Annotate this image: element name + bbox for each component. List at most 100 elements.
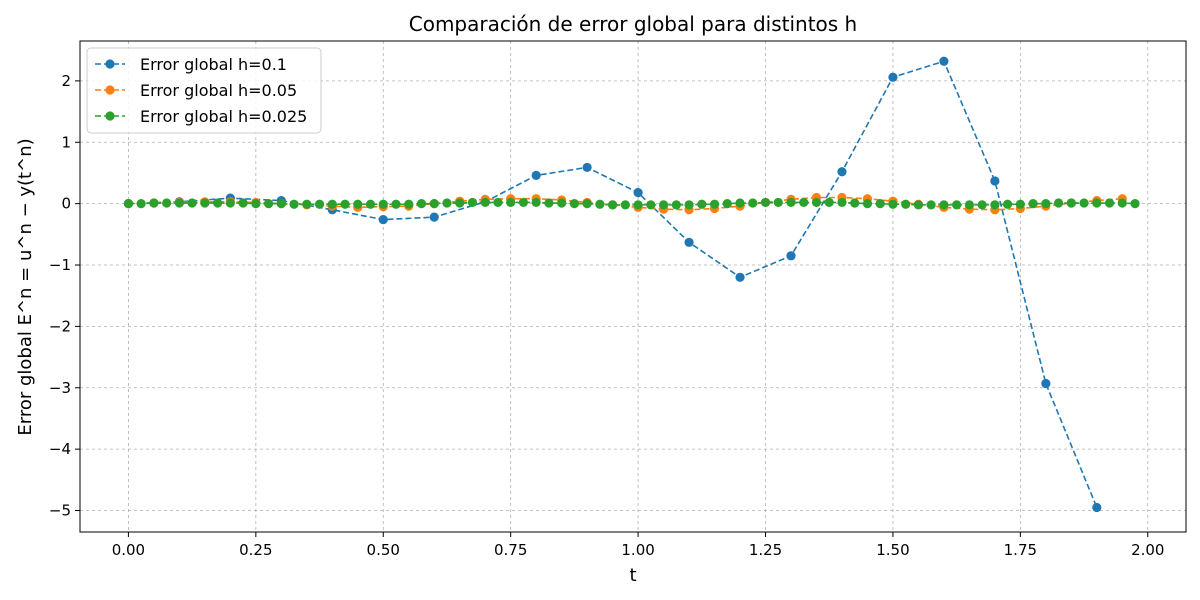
- x-tick-label: 1.50: [876, 541, 909, 559]
- data-point: [888, 199, 898, 209]
- series-layer: [123, 56, 1140, 513]
- legend-label: Error global h=0.025: [140, 107, 307, 126]
- data-point: [1130, 199, 1140, 209]
- data-point: [289, 199, 299, 209]
- data-point: [1028, 199, 1038, 209]
- x-tick-label: 1.25: [749, 541, 782, 559]
- data-point: [811, 197, 822, 208]
- data-point: [824, 197, 834, 208]
- data-point: [365, 199, 376, 209]
- data-point: [709, 199, 720, 209]
- data-point: [646, 200, 656, 210]
- data-point: [748, 198, 758, 208]
- data-point: [378, 215, 388, 225]
- data-point: [391, 199, 401, 209]
- data-point: [722, 199, 732, 209]
- data-point: [569, 199, 579, 209]
- data-point: [353, 199, 363, 209]
- data-point: [518, 197, 529, 208]
- y-tick-label: 2: [61, 72, 71, 90]
- data-point: [1003, 199, 1013, 209]
- data-point: [1104, 198, 1115, 208]
- legend: Error global h=0.1 Error global h=0.05 Err…: [86, 47, 322, 134]
- series-line: [128, 60, 1098, 508]
- x-tick-label: 1.75: [1004, 541, 1037, 559]
- y-tick-label: 0: [61, 195, 71, 213]
- legend-item: Error global h=0.1: [95, 55, 287, 74]
- data-point: [913, 200, 924, 210]
- data-point: [531, 197, 541, 208]
- data-point: [276, 199, 286, 209]
- data-point: [595, 199, 605, 209]
- legend-marker: [105, 59, 115, 69]
- data-point: [633, 200, 643, 210]
- data-point: [786, 251, 796, 261]
- data-point: [786, 197, 796, 208]
- data-point: [314, 199, 325, 209]
- legend-box: [86, 47, 322, 134]
- data-point: [136, 199, 146, 209]
- data-point: [990, 200, 1000, 210]
- data-point: [837, 197, 847, 208]
- data-point: [544, 198, 554, 208]
- legend-marker: [105, 111, 115, 121]
- data-point: [557, 198, 567, 208]
- x-axis-label: t: [629, 565, 636, 586]
- data-point: [964, 200, 974, 210]
- data-point: [901, 199, 911, 209]
- y-tick-label: −5: [49, 502, 71, 520]
- data-point: [697, 199, 707, 209]
- x-tick-label: 0.25: [239, 541, 272, 559]
- data-point: [1092, 502, 1102, 513]
- data-point: [404, 199, 414, 209]
- y-tick-label: −2: [49, 317, 71, 335]
- data-point: [1053, 198, 1064, 208]
- data-point: [1117, 198, 1127, 208]
- data-point: [1079, 198, 1089, 208]
- y-tick-label: 1: [61, 133, 71, 151]
- data-point: [799, 197, 809, 208]
- data-point: [990, 176, 1000, 186]
- data-point: [684, 200, 694, 210]
- data-point: [1041, 199, 1051, 209]
- data-point: [340, 199, 350, 209]
- data-point: [123, 199, 134, 209]
- y-axis-label: Error global E^n = u^n − y(t^n): [15, 138, 36, 435]
- y-axis-ticks: 2 1 0 −1 −2 −3 −4 −5: [49, 72, 80, 520]
- y-tick-label: −4: [49, 440, 71, 458]
- legend-item: Error global h=0.05: [95, 81, 297, 100]
- plot-area-frame: [79, 40, 1187, 533]
- data-point: [378, 199, 388, 209]
- data-point: [506, 197, 516, 208]
- data-point: [684, 237, 694, 247]
- data-point: [251, 199, 261, 209]
- data-point: [939, 56, 949, 66]
- data-point: [658, 200, 669, 210]
- x-tick-label: 0.75: [494, 541, 527, 559]
- data-point: [493, 197, 503, 208]
- data-point: [455, 198, 465, 208]
- data-point: [162, 198, 172, 208]
- data-point: [760, 197, 771, 208]
- data-point: [531, 170, 541, 181]
- data-point: [582, 162, 592, 173]
- data-point: [875, 199, 885, 209]
- x-tick-label: 0.00: [112, 541, 145, 559]
- data-point: [480, 197, 490, 208]
- data-point: [467, 197, 478, 208]
- data-point: [225, 198, 235, 208]
- x-tick-label: 0.50: [367, 541, 400, 559]
- data-point: [1041, 378, 1051, 389]
- data-point: [263, 199, 274, 209]
- data-point: [187, 198, 197, 208]
- data-point: [620, 200, 630, 210]
- data-point: [174, 198, 184, 208]
- data-point: [952, 200, 962, 210]
- data-point: [837, 167, 847, 177]
- data-point: [671, 200, 681, 210]
- data-point: [429, 212, 439, 222]
- x-axis-ticks: 0.00 0.25 0.50 0.75 1.00 1.25 1.50 1.75 2.00: [112, 532, 1164, 559]
- series-3: [123, 197, 1140, 210]
- x-tick-label: 2.00: [1131, 541, 1164, 559]
- grid: [80, 41, 1186, 532]
